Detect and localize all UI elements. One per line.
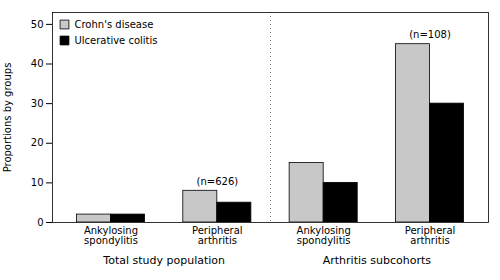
svg-text:Arthritis subcohorts: Arthritis subcohorts (323, 254, 432, 267)
svg-text:(n=626): (n=626) (197, 176, 239, 187)
svg-text:Ankylosingspondylitis: Ankylosingspondylitis (84, 225, 138, 246)
svg-text:Crohn's disease: Crohn's disease (75, 19, 154, 30)
svg-text:Peripheralarthritis: Peripheralarthritis (192, 225, 243, 246)
svg-text:Total study population: Total study population (102, 254, 225, 267)
svg-text:20: 20 (31, 137, 44, 148)
svg-text:10: 10 (31, 177, 44, 188)
svg-text:50: 50 (31, 19, 44, 30)
svg-text:Peripheralarthritis: Peripheralarthritis (405, 225, 456, 246)
svg-text:(n=108): (n=108) (409, 29, 451, 40)
svg-text:40: 40 (31, 58, 44, 69)
svg-text:Ankylosingspondylitis: Ankylosingspondylitis (297, 225, 351, 246)
svg-text:Ulcerative colitis: Ulcerative colitis (75, 35, 158, 46)
svg-text:0: 0 (37, 217, 43, 228)
svg-text:30: 30 (31, 98, 44, 109)
svg-text:Proportions by groups: Proportions by groups (2, 63, 13, 173)
